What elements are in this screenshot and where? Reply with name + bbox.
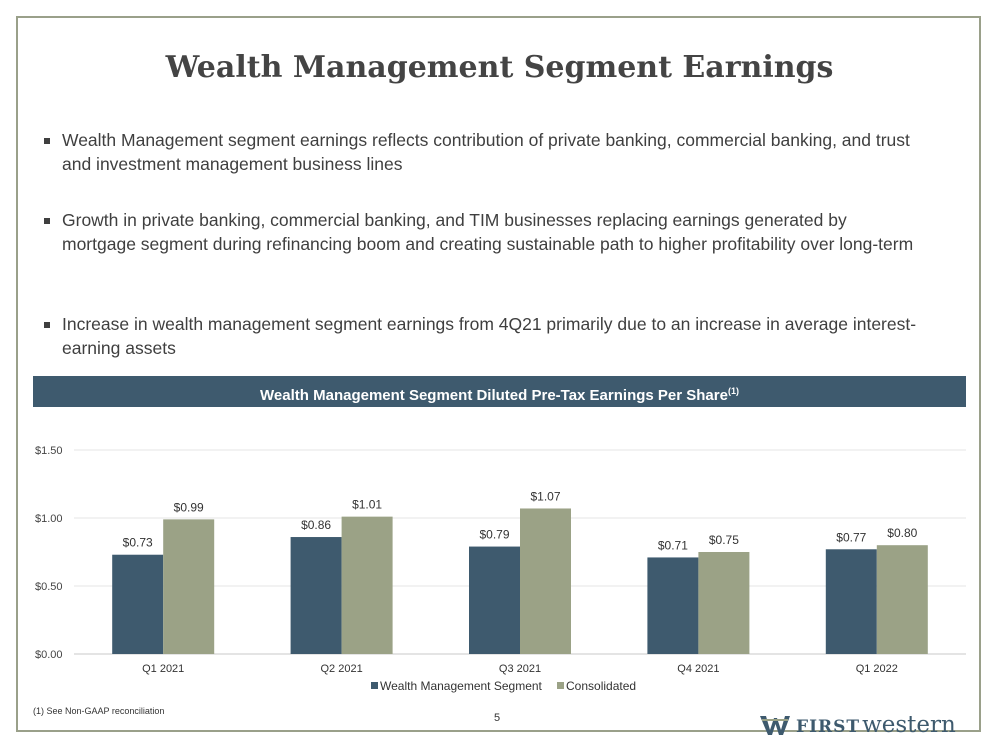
bar-consolidated — [520, 508, 571, 654]
bar-consolidated — [698, 552, 750, 654]
bullet-item: Increase in wealth management segment ea… — [44, 312, 924, 360]
legend-label: Wealth Management Segment — [380, 679, 543, 693]
x-tick-label: Q4 2021 — [677, 663, 719, 675]
legend-swatch — [371, 682, 378, 689]
y-tick-label: $1.50 — [35, 445, 63, 457]
bar-wealth-management — [290, 537, 342, 654]
logo-first: FIRST — [796, 717, 861, 737]
logo-w-icon — [760, 716, 790, 735]
chart-header-superscript: (1) — [727, 386, 739, 396]
y-tick-label: $0.00 — [35, 649, 63, 661]
bar-wealth-management — [647, 557, 699, 654]
data-label: $0.86 — [301, 518, 331, 532]
y-tick-label: $1.00 — [35, 513, 63, 525]
bar-consolidated — [341, 516, 393, 654]
page-title: Wealth Management Segment Earnings — [165, 50, 834, 85]
bar-wealth-management — [825, 549, 877, 654]
bar-consolidated — [876, 545, 928, 654]
data-label: $0.77 — [836, 530, 866, 544]
x-tick-label: Q3 2021 — [499, 663, 541, 675]
bar-consolidated — [163, 519, 215, 654]
slide-frame — [16, 16, 981, 732]
x-tick-label: Q1 2021 — [142, 663, 184, 675]
bar-wealth-management — [112, 554, 164, 654]
company-logo: FIRSTwestern — [760, 712, 956, 738]
legend-swatch — [557, 682, 564, 689]
data-label: $0.99 — [174, 500, 204, 514]
data-label: $0.73 — [123, 536, 153, 550]
x-tick-label: Q1 2022 — [856, 663, 898, 675]
data-label: $0.80 — [887, 526, 917, 540]
logo-text: FIRSTwestern — [796, 712, 956, 738]
footnote: (1) See Non-GAAP reconciliation — [33, 706, 165, 716]
bullet-item: Wealth Management segment earnings refle… — [44, 128, 924, 176]
data-label: $1.01 — [352, 498, 382, 512]
bar-wealth-management — [469, 546, 520, 654]
legend-label: Consolidated — [566, 679, 636, 693]
page-number: 5 — [494, 712, 501, 724]
data-label: $1.07 — [530, 489, 560, 503]
data-label: $0.71 — [658, 538, 688, 552]
data-label: $0.75 — [709, 533, 739, 547]
logo-western: western — [862, 712, 956, 738]
x-tick-label: Q2 2021 — [320, 663, 362, 675]
data-label: $0.79 — [479, 528, 509, 542]
chart-header: Wealth Management Segment Diluted Pre-Ta… — [33, 376, 966, 407]
chart-header-text: Wealth Management Segment Diluted Pre-Ta… — [260, 387, 728, 404]
y-tick-label: $0.50 — [35, 581, 63, 593]
bullet-item: Growth in private banking, commercial ba… — [44, 208, 924, 256]
